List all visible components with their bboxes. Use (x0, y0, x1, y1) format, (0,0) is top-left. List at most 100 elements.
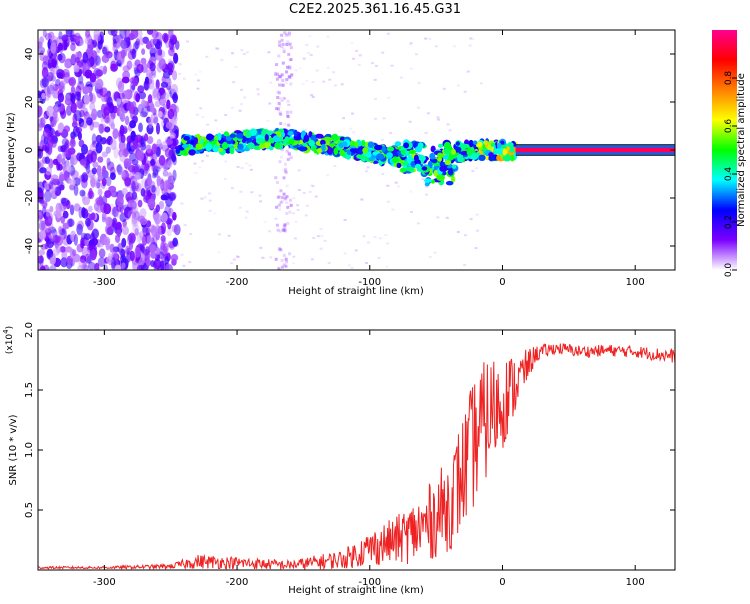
band-speck (289, 203, 293, 207)
faint-speck (349, 127, 353, 130)
band-speck (280, 83, 284, 87)
noise-speck (166, 99, 171, 110)
noise-speck (70, 94, 75, 103)
noise-speck (38, 123, 43, 132)
x-tick-label: -300 (93, 277, 116, 288)
noise-speck (78, 258, 86, 268)
noise-speck (45, 225, 53, 233)
faint-speck (232, 258, 236, 261)
faint-speck (314, 195, 318, 198)
faint-speck (182, 264, 186, 267)
signal-cell (274, 142, 281, 150)
noise-speck (138, 122, 143, 133)
noise-speck (96, 165, 102, 177)
faint-speck (304, 128, 308, 131)
noise-speck (171, 211, 177, 221)
faint-speck (239, 103, 243, 106)
signal-cell (218, 147, 224, 152)
band-speck (289, 110, 293, 114)
band-speck (282, 228, 286, 232)
noise-speck (43, 182, 50, 190)
faint-speck (417, 81, 421, 84)
faint-speck (227, 234, 231, 237)
noise-speck (104, 126, 111, 133)
faint-speck (365, 261, 369, 264)
faint-speck (469, 218, 473, 221)
noise-speck (81, 246, 89, 257)
noise-speck (57, 92, 65, 103)
band-speck (276, 96, 280, 100)
noise-speck (49, 205, 54, 213)
band-speck (280, 258, 284, 262)
noise-speck (65, 164, 72, 173)
noise-speck (145, 69, 153, 79)
noise-speck (146, 30, 154, 35)
signal-cell (405, 166, 414, 172)
noise-speck (129, 152, 137, 162)
noise-speck (158, 87, 167, 100)
noise-speck (72, 249, 77, 257)
noise-speck (160, 222, 167, 235)
faint-speck (366, 166, 370, 169)
noise-speck (40, 264, 46, 270)
noise-speck (121, 237, 127, 248)
noise-speck (133, 163, 142, 175)
signal-cell (431, 158, 438, 164)
faint-speck (199, 107, 203, 110)
faint-speck (316, 45, 320, 48)
noise-speck (154, 40, 163, 50)
noise-speck (39, 167, 47, 174)
faint-speck (386, 184, 390, 187)
noise-speck (161, 212, 168, 223)
noise-speck (95, 78, 104, 90)
signal-cell (502, 148, 508, 156)
noise-speck (74, 91, 81, 101)
noise-speck (116, 107, 121, 117)
noise-speck (174, 40, 180, 50)
band-speck (281, 61, 285, 65)
noise-speck (57, 53, 63, 61)
faint-speck (205, 55, 209, 58)
faint-speck (445, 216, 449, 219)
band-speck (287, 151, 291, 155)
band-speck (288, 210, 292, 214)
band-speck (276, 228, 280, 232)
band-speck (286, 65, 290, 69)
noise-speck (49, 82, 55, 92)
band-speck (286, 157, 290, 161)
noise-speck (145, 227, 151, 236)
noise-speck (147, 135, 154, 145)
band-speck (278, 83, 282, 87)
faint-speck (475, 167, 479, 170)
signal-cell (349, 148, 356, 153)
band-speck (278, 75, 282, 79)
signal-cell (362, 147, 369, 154)
faint-speck (456, 230, 460, 233)
band-speck (278, 104, 282, 108)
noise-speck (153, 116, 159, 125)
noise-speck (48, 226, 57, 234)
noise-speck (113, 146, 119, 159)
signal-cell (229, 133, 237, 138)
noise-speck (100, 87, 108, 98)
noise-speck (128, 199, 134, 207)
noise-speck (109, 172, 116, 180)
faint-speck (236, 256, 240, 259)
noise-speck (126, 60, 133, 70)
noise-speck (114, 264, 122, 270)
noise-speck (134, 171, 142, 180)
signal-cell (225, 135, 233, 141)
noise-speck (139, 111, 148, 118)
noise-speck (147, 198, 156, 209)
noise-speck (43, 53, 49, 64)
noise-speck (106, 157, 111, 166)
noise-speck (83, 60, 88, 73)
noise-speck (96, 241, 104, 248)
colorbar-tick-label: 0.4 (724, 167, 734, 182)
faint-speck (469, 37, 473, 40)
band-speck (282, 96, 286, 100)
noise-speck (91, 108, 98, 121)
faint-speck (468, 44, 472, 47)
signal-cell (437, 143, 444, 148)
noise-speck (75, 127, 83, 134)
